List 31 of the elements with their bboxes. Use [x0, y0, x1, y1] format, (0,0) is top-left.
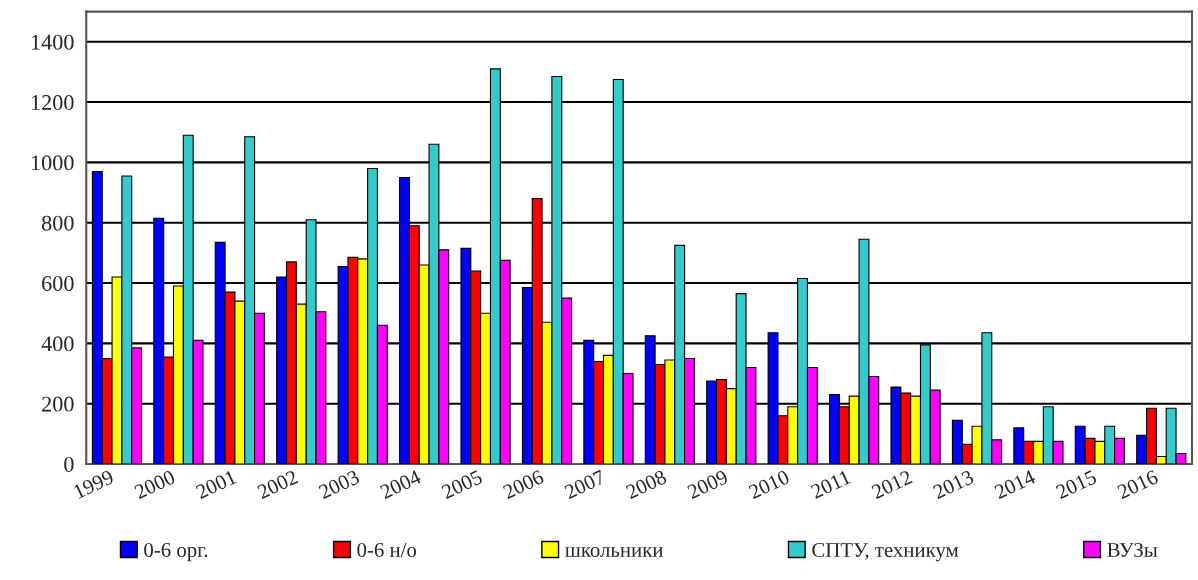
- x-tick-label: 2003: [318, 469, 361, 500]
- legend-label: 0-6 н/о: [357, 542, 417, 557]
- y-tick-label: 600: [42, 275, 74, 291]
- x-tick-label: 1999: [73, 469, 115, 499]
- x-tick-label: 2007: [563, 469, 607, 500]
- y-tick-label: 800: [41, 215, 74, 231]
- x-tick-label: 2012: [870, 469, 913, 500]
- x-tick-label: 2002: [256, 469, 299, 500]
- x-tick-label: 2000: [133, 469, 176, 500]
- x-tick-label: 2013: [932, 469, 975, 500]
- x-tick-label: 2015: [1055, 469, 1098, 500]
- x-tick-label: 2009: [686, 469, 729, 500]
- x-tick-label: 2014: [993, 469, 1037, 500]
- legend-label: 0-6 орг.: [144, 542, 208, 562]
- x-tick-label: 2004: [379, 469, 423, 500]
- x-tick-label: 2005: [440, 469, 484, 500]
- x-tick-label: 2010: [748, 469, 791, 500]
- y-tick-label: 400: [41, 336, 74, 352]
- legend-label: школьники: [565, 546, 663, 557]
- x-tick-label: 2011: [810, 469, 852, 499]
- y-tick-label: 0: [64, 456, 74, 472]
- y-tick-label: 1200: [31, 95, 74, 111]
- y-tick-label: 1000: [31, 155, 74, 171]
- legend-label: СПТУ, техникум: [812, 542, 959, 562]
- y-tick-label: 1400: [31, 34, 74, 50]
- y-tick-label: 200: [42, 396, 74, 412]
- x-tick-label: 2001: [195, 469, 237, 500]
- x-tick-label: 2016: [1116, 469, 1159, 500]
- x-tick-label: 2008: [625, 469, 668, 500]
- x-tick-label: 2006: [502, 469, 545, 500]
- legend-label: ВУЗы: [1107, 542, 1158, 557]
